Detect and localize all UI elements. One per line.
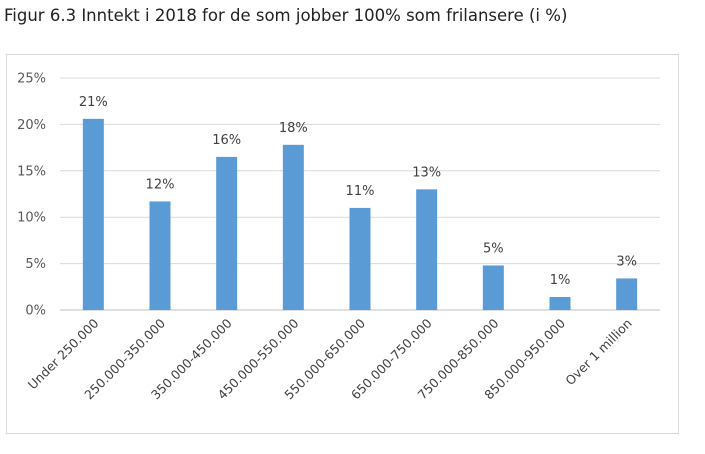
y-tick-label: 15%: [17, 164, 46, 179]
bar: [282, 144, 304, 310]
bar: [482, 265, 504, 310]
data-label: 12%: [146, 177, 175, 192]
chart-frame: [6, 54, 679, 434]
data-label: 11%: [346, 184, 375, 199]
bar: [216, 156, 238, 310]
chart-title: Figur 6.3 Inntekt i 2018 for de som jobb…: [4, 6, 568, 25]
data-label: 21%: [79, 95, 108, 110]
category-label: Over 1 million: [562, 316, 635, 389]
data-label: 13%: [412, 165, 441, 180]
data-label: 16%: [212, 133, 241, 148]
category-label: Under 250.000: [25, 315, 102, 392]
bar: [549, 297, 571, 310]
bars: [82, 118, 638, 310]
y-tick-label: 0%: [25, 304, 46, 319]
bar: [82, 118, 104, 310]
y-tick-label: 25%: [17, 72, 46, 87]
bar: [416, 189, 438, 310]
data-label: 1%: [550, 273, 571, 288]
data-label: 3%: [616, 254, 637, 269]
bar: [149, 201, 171, 310]
y-tick-label: 10%: [17, 211, 46, 226]
bar: [349, 207, 371, 310]
data-label: 18%: [279, 121, 308, 136]
category-labels: Under 250.000250.000-350.000350.000-450.…: [25, 315, 635, 402]
y-axis-ticks: 0% 5% 10% 15% 20% 25%: [17, 72, 46, 319]
bar: [616, 278, 638, 310]
y-tick-label: 20%: [17, 118, 46, 133]
y-tick-label: 5%: [25, 257, 46, 272]
data-label: 5%: [483, 241, 504, 256]
data-labels: 21% 12% 16% 18% 11% 13% 5% 1% 3%: [79, 95, 637, 288]
